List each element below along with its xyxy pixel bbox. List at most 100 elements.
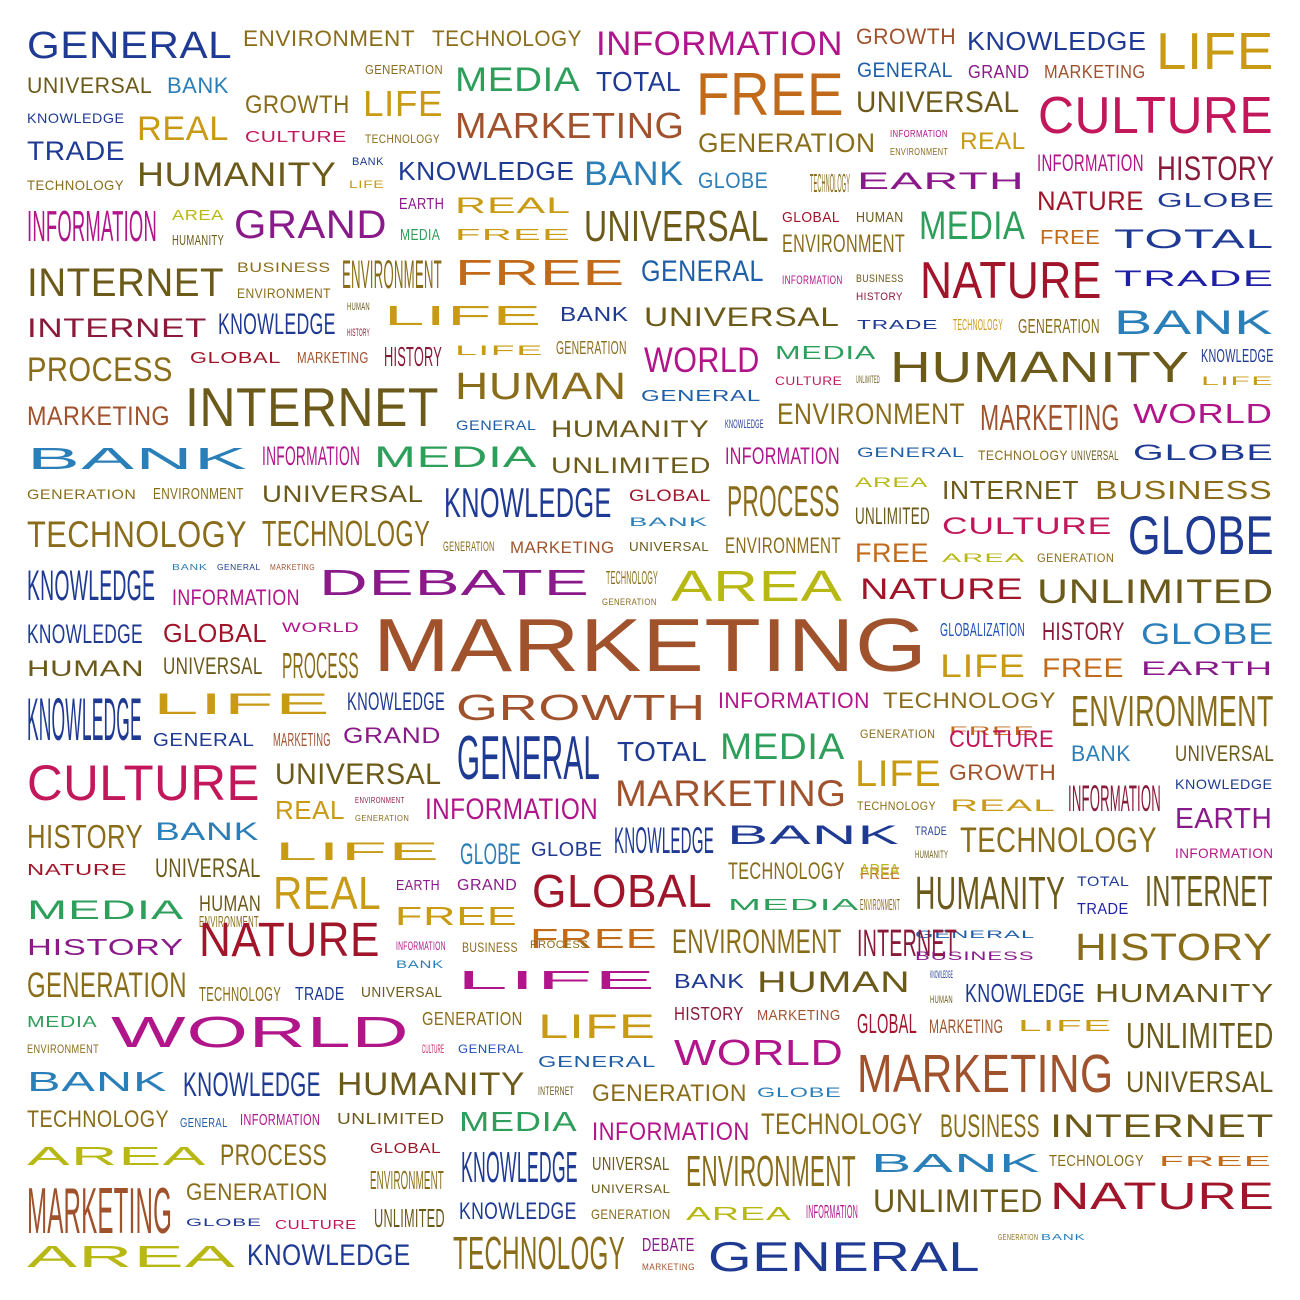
word-real: REAL	[960, 128, 1026, 155]
word-general: GENERAL	[915, 929, 1036, 941]
word-universal: UNIVERSAL	[155, 853, 261, 883]
word-bank: BANK	[1114, 304, 1274, 342]
word-marketing: MARKETING	[857, 1044, 1114, 1104]
word-bank: BANK	[584, 155, 684, 193]
word-information: INFORMATION	[782, 273, 843, 287]
word-world: WORLD	[111, 1008, 410, 1057]
word-human: HUMAN	[199, 891, 262, 916]
word-knowledge: KNOWLEDGE	[27, 686, 142, 753]
word-marketing: MARKETING	[642, 1262, 696, 1272]
word-general: GENERAL	[27, 25, 233, 67]
word-universal: UNIVERSAL	[629, 539, 710, 554]
word-free: FREE	[949, 724, 1036, 738]
word-marketing: MARKETING	[455, 105, 685, 146]
word-life: LIFE	[457, 965, 657, 995]
word-information: INFORMATION	[1037, 150, 1144, 177]
word-general: GENERAL	[857, 444, 965, 460]
word-earth: EARTH	[1175, 803, 1273, 835]
word-universal: UNIVERSAL	[361, 984, 443, 1001]
word-globe: GLOBE	[1141, 618, 1274, 651]
word-knowledge: KNOWLEDGE	[1175, 776, 1273, 792]
word-unlimited: UNLIMITED	[337, 1111, 445, 1128]
word-history: HISTORY	[384, 341, 443, 372]
word-nature: NATURE	[1037, 186, 1144, 216]
word-area: AREA	[671, 562, 843, 611]
word-knowledge: KNOWLEDGE	[247, 1239, 411, 1272]
word-information: INFORMATION	[425, 793, 599, 826]
word-bank: BANK	[396, 959, 444, 971]
word-life: LIFE	[1156, 23, 1274, 81]
word-technology: TECHNOLOGY	[27, 1106, 170, 1133]
word-technology: TECHNOLOGY	[262, 513, 431, 554]
word-culture: CULTURE	[27, 755, 260, 811]
word-media: MEDIA	[27, 895, 185, 925]
word-universal: UNIVERSAL	[644, 302, 840, 332]
word-humanity: HUMANITY	[915, 849, 949, 861]
word-universal: UNIVERSAL	[275, 758, 442, 791]
word-technology: TECHNOLOGY	[606, 568, 659, 588]
word-life: LIFE	[1201, 374, 1274, 388]
word-knowledge: KNOWLEDGE	[27, 562, 156, 610]
word-area: AREA	[860, 862, 900, 879]
word-trade: TRADE	[915, 824, 948, 838]
word-earth: EARTH	[857, 168, 1025, 195]
word-bank: BANK	[27, 1066, 168, 1097]
word-life: LIFE	[153, 688, 331, 721]
word-generation: GENERATION	[1037, 551, 1115, 565]
word-growth: GROWTH	[856, 24, 957, 49]
word-generation: GENERATION	[592, 1080, 747, 1107]
word-universal: UNIVERSAL	[584, 202, 769, 251]
word-earth: EARTH	[1141, 659, 1274, 680]
word-process: PROCESS	[27, 351, 173, 389]
word-environment: ENVIRONMENT	[1071, 687, 1274, 736]
word-internet: INTERNET	[942, 475, 1079, 505]
word-area: AREA	[855, 474, 929, 490]
word-nature: NATURE	[920, 252, 1102, 310]
word-global: GLOBAL	[532, 865, 713, 917]
word-world: WORLD	[674, 1032, 844, 1073]
word-environment: ENVIRONMENT	[725, 533, 841, 558]
word-humanity: HUMANITY	[551, 416, 710, 443]
word-information: INFORMATION	[27, 202, 157, 251]
word-globe: GLOBE	[1133, 440, 1274, 465]
word-life: LIFE	[349, 179, 385, 191]
word-global: GLOBAL	[190, 350, 282, 367]
word-nature: NATURE	[860, 573, 1024, 606]
word-total: TOTAL	[1114, 224, 1275, 254]
word-bank: BANK	[155, 818, 260, 846]
word-culture: CULTURE	[1038, 87, 1274, 145]
word-internet: INTERNET	[538, 1084, 575, 1098]
word-generation: GENERATION	[422, 1009, 523, 1029]
word-culture: CULTURE	[949, 726, 1055, 753]
word-generation: GENERATION	[27, 486, 137, 502]
word-life: LIFE	[384, 300, 543, 331]
word-humanity: HUMANITY	[137, 156, 337, 194]
word-information: INFORMATION	[396, 939, 446, 953]
word-technology: TECHNOLOGY	[857, 799, 937, 813]
word-human: HUMAN	[455, 366, 627, 408]
word-humanity: HUMANITY	[915, 867, 1066, 919]
word-technology: TECHNOLOGY	[453, 1227, 626, 1279]
word-internet: INTERNET	[1145, 867, 1273, 916]
word-knowledge: KNOWLEDGE	[967, 26, 1147, 56]
word-human: HUMAN	[930, 994, 953, 1006]
word-history: HISTORY	[1042, 618, 1125, 646]
word-area: AREA	[172, 207, 224, 224]
word-generation: GENERATION	[860, 727, 936, 741]
word-marketing: MARKETING	[27, 401, 171, 431]
word-generation: GENERATION	[998, 1233, 1039, 1242]
word-environment: ENVIRONMENT	[199, 914, 259, 931]
word-bank: BANK	[674, 971, 745, 993]
word-marketing: MARKETING	[929, 1017, 1004, 1038]
word-universal: UNIVERSAL	[1126, 1066, 1274, 1099]
word-general: GENERAL	[857, 59, 953, 82]
word-marketing: MARKETING	[270, 563, 316, 572]
word-world: WORLD	[282, 619, 360, 635]
word-unlimited: UNLIMITED	[855, 503, 930, 530]
word-free: FREE	[530, 923, 658, 954]
word-generation: GENERATION	[186, 1179, 328, 1206]
word-history: HISTORY	[347, 327, 370, 339]
word-real: REAL	[273, 867, 382, 919]
word-universal: UNIVERSAL	[592, 1154, 670, 1174]
word-history: HISTORY	[1157, 150, 1275, 188]
